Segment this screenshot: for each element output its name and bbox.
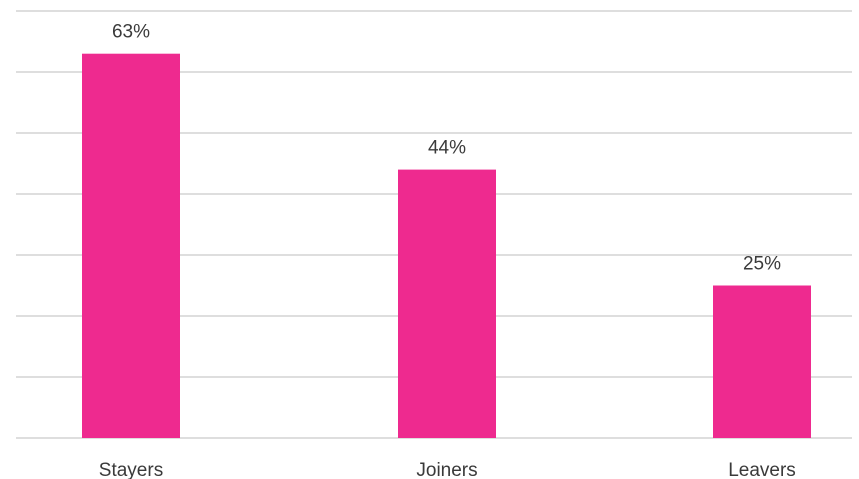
bars [82,53,811,438]
data-label-leavers: 25% [743,254,781,275]
data-labels: 63% 44% 25% [112,22,781,275]
bar-leavers [713,285,811,438]
bar-joiners [398,169,496,438]
x-tick-label-leavers: Leavers [728,460,796,479]
x-tick-label-stayers: Stayers [99,460,163,479]
data-label-joiners: 44% [428,138,466,159]
x-axis-tick-labels: Stayers Joiners Leavers [99,460,796,479]
bar-stayers [82,53,180,438]
data-label-stayers: 63% [112,22,150,43]
x-tick-label-joiners: Joiners [416,460,477,479]
